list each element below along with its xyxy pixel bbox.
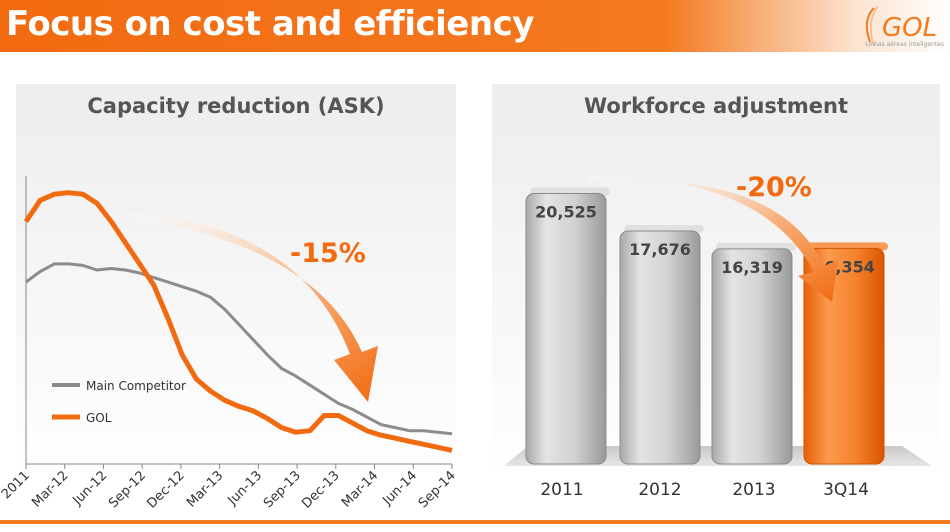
x-tick-label: Jun-12	[70, 468, 111, 509]
svg-text:GOL: GOL	[882, 13, 937, 43]
capacity-reduction-pct: -15%	[290, 238, 366, 269]
bar-2011	[525, 192, 607, 465]
series-line-gol	[23, 190, 453, 453]
legend-label-competitor: Main Competitor	[86, 379, 186, 393]
page-title: Focus on cost and efficiency	[6, 4, 534, 44]
x-tick-label: Sep-13	[261, 468, 304, 511]
legend-label-gol: GOL	[86, 411, 112, 425]
x-tick-label: Mar-12	[29, 468, 71, 510]
bar-3Q14	[803, 247, 885, 465]
bar-category-label: 2012	[638, 480, 682, 500]
bar-value-label: 16,319	[721, 258, 783, 277]
x-tick-label: Dec-13	[299, 468, 342, 511]
header-bar: Focus on cost and efficiency GOL Linhas …	[0, 0, 950, 52]
x-tick-label: Sep-14	[416, 468, 459, 511]
capacity-chart-title: Capacity reduction (ASK)	[87, 94, 385, 118]
x-tick-label: Jun-13	[225, 468, 266, 509]
capacity-line-chart: -15% 2011Mar-12Jun-12Sep-12Dec-12Mar-13J…	[0, 176, 459, 512]
x-tick-label: Mar-14	[339, 468, 381, 510]
x-tick-label: Sep-12	[106, 468, 149, 511]
logo-tagline: Linhas aéreas inteligentes	[865, 41, 944, 48]
x-tick-label: Dec-12	[144, 468, 187, 511]
capacity-panel: Capacity reduction (ASK)	[16, 84, 456, 480]
x-tick-label: 2011	[0, 468, 33, 502]
workforce-chart-title: Workforce adjustment	[583, 94, 849, 118]
x-tick-label: Jun-14	[379, 468, 420, 509]
bar-category-label: 2013	[732, 480, 776, 500]
bar-value-label: 20,525	[535, 202, 597, 221]
legend: Main Competitor GOL	[52, 379, 186, 425]
footer-rule	[0, 520, 950, 524]
workforce-reduction-pct: -20%	[736, 172, 812, 203]
x-tick-label: Mar-13	[184, 468, 226, 510]
gol-logo: GOL	[865, 5, 937, 47]
bar-2012	[619, 230, 701, 465]
decline-arrow-icon	[128, 212, 378, 402]
bar-value-label: 17,676	[629, 240, 691, 259]
bar-2013	[711, 248, 793, 465]
bar-category-label: 2011	[540, 480, 584, 500]
series-line-competitor	[25, 262, 453, 436]
bar-category-label: 3Q14	[823, 480, 869, 500]
